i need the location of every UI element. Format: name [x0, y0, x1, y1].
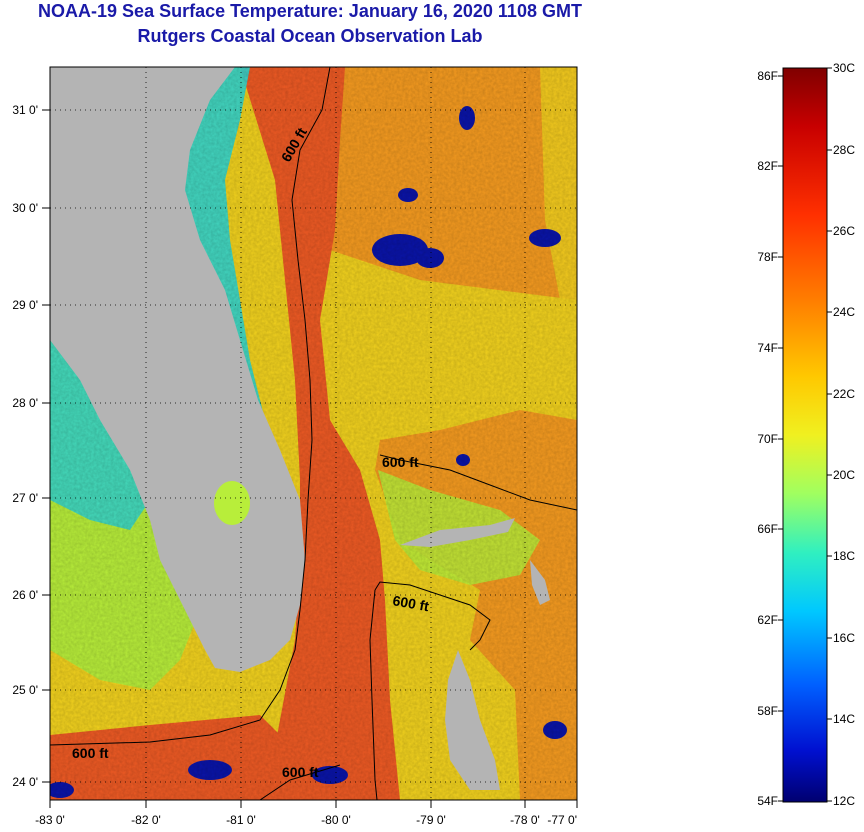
lat-label: 30 0' — [12, 201, 38, 215]
graticule — [50, 67, 577, 800]
lat-label: 28 0' — [12, 396, 38, 410]
lat-label: 25 0' — [12, 683, 38, 697]
colorbar-label-c: 20C — [833, 468, 855, 482]
colorbar-label-c: 12C — [833, 794, 855, 808]
colorbar-label-c: 14C — [833, 712, 855, 726]
abaco-island — [530, 560, 550, 605]
lon-label: -82 0' — [131, 813, 161, 827]
lon-label: -77 0' — [547, 813, 577, 827]
lat-label: 29 0' — [12, 298, 38, 312]
lon-label: -80 0' — [321, 813, 351, 827]
isobath-line — [374, 581, 491, 651]
axis-ticks — [42, 109, 578, 808]
colorbar-label-f: 54F — [757, 794, 778, 808]
sst-map: 600 ft 600 ft 600 ft 600 ft 600 ft — [50, 67, 577, 800]
andros-island — [445, 650, 500, 790]
map-subtitle: Rutgers Coastal Ocean Observation Lab — [137, 26, 483, 46]
isobath-label: 600 ft — [382, 454, 419, 470]
colorbar-label-f: 70F — [757, 432, 778, 446]
isobath-label: 600 ft — [391, 592, 430, 614]
isobath-label: 600 ft — [72, 745, 109, 761]
colorbar-label-c: 16C — [833, 631, 855, 645]
lake-okeechobee — [214, 481, 250, 525]
colorbar-label-f: 82F — [757, 159, 778, 173]
lon-label: -81 0' — [226, 813, 256, 827]
isobath-600ft — [50, 67, 577, 800]
map-frame — [49, 66, 578, 801]
isobath-line — [369, 589, 378, 800]
colorbar-ticks — [778, 67, 832, 802]
colorbar-label-c: 28C — [833, 143, 855, 157]
isobath-line — [50, 67, 331, 746]
colorbar-label-f: 74F — [757, 341, 778, 355]
lat-label: 26 0' — [12, 588, 38, 602]
isobath-line — [259, 764, 341, 800]
colorbar-label-f: 66F — [757, 522, 778, 536]
colorbar-label-c: 22C — [833, 387, 855, 401]
lon-label: -78 0' — [510, 813, 540, 827]
isobath-label: 600 ft — [282, 764, 319, 780]
lon-label: -83 0' — [35, 813, 65, 827]
lat-label: 31 0' — [12, 103, 38, 117]
colorbar-label-f: 78F — [757, 250, 778, 264]
map-title: NOAA-19 Sea Surface Temperature: January… — [38, 1, 582, 21]
lat-label: 27 0' — [12, 491, 38, 505]
colorbar-label-c: 26C — [833, 224, 855, 238]
colorbar-label-f: 58F — [757, 704, 778, 718]
colorbar-label-f: 62F — [757, 613, 778, 627]
isobath-line — [379, 454, 577, 511]
colorbar-label-c: 18C — [833, 549, 855, 563]
lat-label: 24 0' — [12, 775, 38, 789]
grand-bahama-island — [400, 518, 515, 547]
colorbar — [782, 67, 828, 803]
lon-label: -79 0' — [416, 813, 446, 827]
colorbar-label-f: 86F — [757, 69, 778, 83]
colorbar-label-c: 30C — [833, 61, 855, 75]
colorbar-label-c: 24C — [833, 305, 855, 319]
